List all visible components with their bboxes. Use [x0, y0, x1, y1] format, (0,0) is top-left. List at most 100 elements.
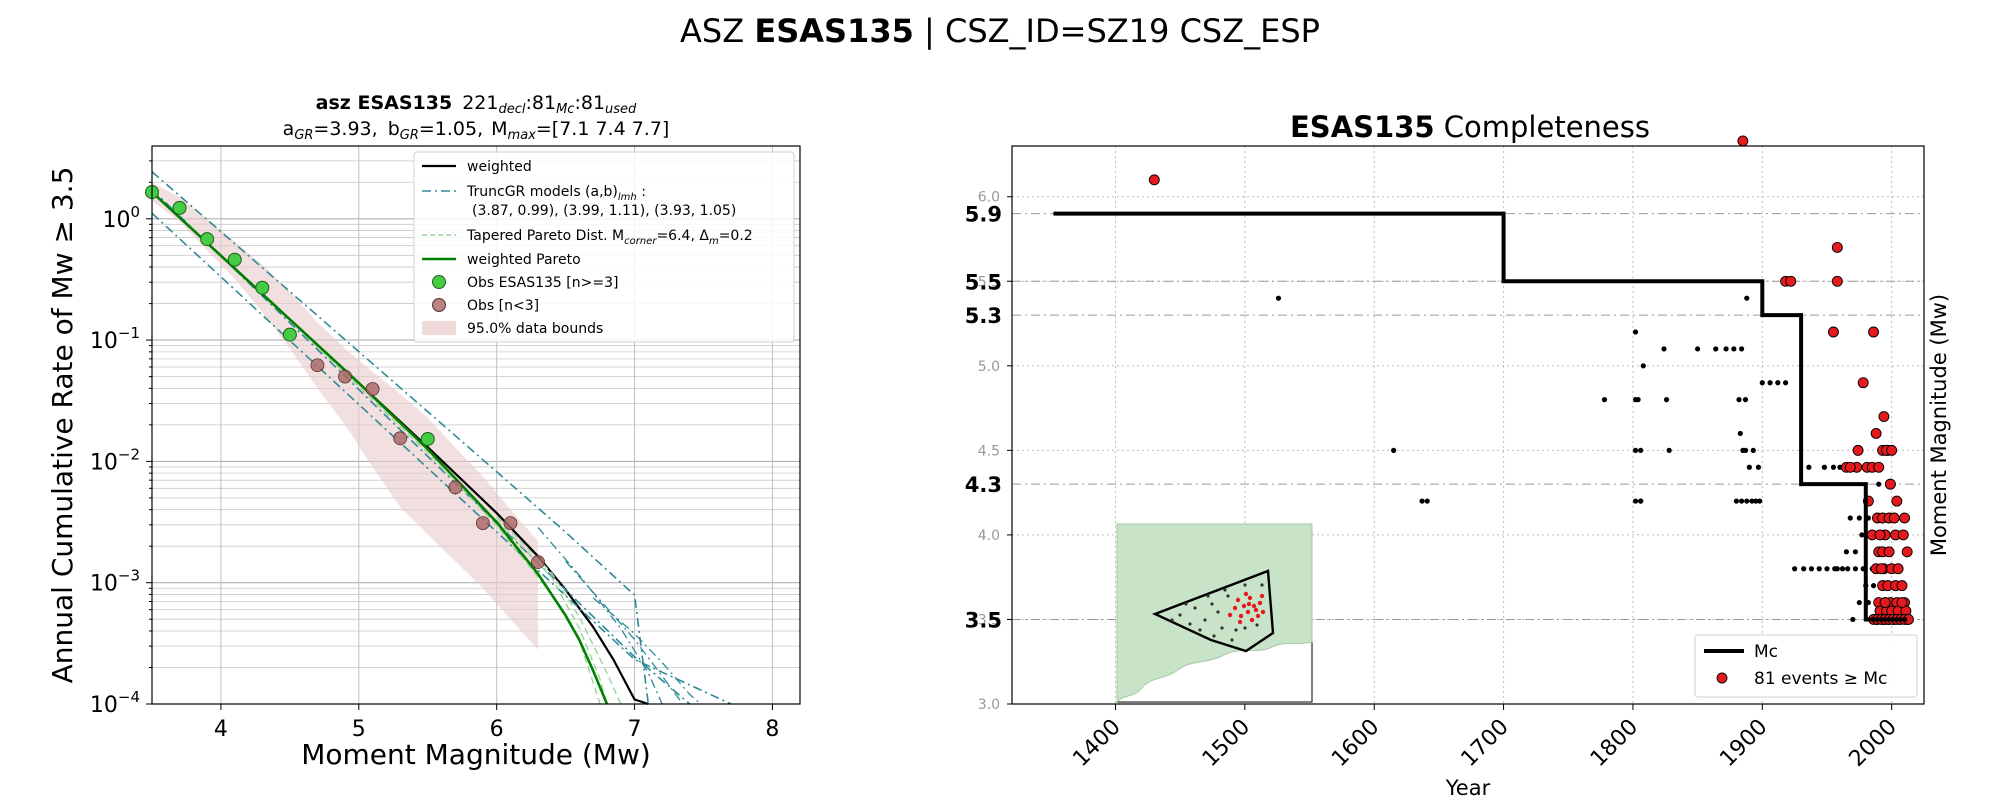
- catalog-event-dot: [1859, 532, 1865, 538]
- event-above-mc: [1785, 275, 1797, 287]
- left-ytick-label: 10−4: [90, 688, 140, 718]
- catalog-event-dot: [1852, 566, 1859, 572]
- catalog-event-dot: [1749, 498, 1755, 504]
- inset-catalog-dot: [1170, 618, 1174, 622]
- left-title-bold: asz ESAS135: [316, 92, 453, 114]
- inset-catalog-dot: [1223, 588, 1227, 592]
- catalog-event-dot: [1801, 566, 1807, 572]
- obs-used-point: [172, 200, 187, 215]
- left-title-used-sub: used: [605, 102, 637, 117]
- left-title-line2: aGR=3.93, bGR=1.05, Mmax=[7.1 7.4 7.7]: [283, 118, 670, 143]
- catalog-event-dot: [1845, 566, 1851, 572]
- left-ytick-label: 10−2: [90, 445, 140, 475]
- legend-label-truncgr-values: (3.87, 0.99), (3.99, 1.11), (3.93, 1.05): [472, 203, 736, 219]
- catalog-event-dot: [1638, 498, 1644, 504]
- inset-catalog-dot: [1198, 628, 1202, 632]
- catalog-event-dot: [1742, 397, 1749, 403]
- catalog-event-dot: [1638, 447, 1644, 453]
- obs-few-point: [310, 358, 325, 373]
- obs-few-point: [531, 555, 545, 569]
- event-above-mc: [1831, 275, 1843, 287]
- legend-label-tapered: Tapered Pareto Dist. Mcorner=6.4, Δm=0.2: [466, 228, 753, 247]
- event-above-mc: [1875, 563, 1887, 575]
- catalog-event-dot: [1850, 616, 1856, 623]
- inset-event-dot: [1260, 609, 1266, 615]
- left-xtick-label: 6: [490, 717, 504, 742]
- event-above-mc: [1896, 597, 1908, 608]
- catalog-event-dot: [1834, 566, 1840, 572]
- inset-catalog-dot: [1226, 594, 1230, 598]
- completeness-chart: ESAS135 Completeness 1400 1500 1600 1700 180…: [965, 110, 1951, 800]
- event-above-mc: [1879, 597, 1891, 608]
- catalog-event-dot: [1753, 498, 1759, 504]
- left-title-line1: asz ESAS135 221decl:81Mc:81used: [316, 92, 637, 117]
- right-plot-frame: [1011, 145, 1925, 705]
- catalog-event-dot: [1740, 447, 1746, 453]
- left-xtick-label: 7: [628, 717, 642, 742]
- inset-catalog-dot: [1193, 606, 1197, 610]
- event-above-mc: [1901, 546, 1913, 558]
- catalog-event-dot: [1746, 464, 1752, 470]
- event-above-mc: [1868, 326, 1879, 338]
- right-title-rest: Completeness: [1444, 110, 1650, 144]
- event-above-mc: [1831, 242, 1843, 253]
- series-truncgr: [537, 527, 663, 705]
- legend-label-weighted_pareto: weighted Pareto: [467, 252, 581, 268]
- right-ytick-label: 5.0: [978, 359, 1000, 375]
- obs-few-point: [365, 382, 380, 396]
- catalog-event-dot: [1635, 397, 1641, 403]
- left-xlabel: Moment Magnitude (Mw): [301, 738, 651, 771]
- right-title-bold: ESAS135: [1290, 110, 1435, 144]
- legend-swatch-events: [1716, 672, 1728, 684]
- catalog-event-dot: [1744, 498, 1750, 504]
- mc-level-label: 3.5: [965, 608, 1002, 632]
- right-ytick-label: 4.5: [978, 443, 1000, 459]
- left-ylabel: Annual Cumulative Rate of Mw ≥ 3.5: [46, 167, 79, 684]
- catalog-event-dot: [1640, 363, 1646, 369]
- left-title-decl-sub: decl: [498, 102, 525, 117]
- inset-event-dot: [1249, 617, 1255, 623]
- suptitle-prefix: ASZ: [680, 12, 744, 50]
- obs-few-point: [448, 480, 463, 495]
- catalog-event-dot: [1757, 498, 1763, 504]
- catalog-event-dot: [1424, 498, 1430, 504]
- right-ytick-label: 6.0: [978, 190, 1000, 206]
- left-title-mc-sub: Mc: [556, 102, 574, 117]
- inset-event-dot: [1245, 609, 1251, 615]
- obs-few-point: [503, 516, 518, 530]
- catalog-event-dot: [1733, 498, 1740, 504]
- catalog-event-dot: [1661, 346, 1667, 352]
- obs-few-point: [475, 516, 490, 530]
- inset-catalog-dot: [1255, 623, 1259, 627]
- catalog-event-dot: [1666, 447, 1672, 453]
- right-xtick-label: 1400: [1068, 715, 1125, 772]
- right-ylabel: Moment Magnitude (Mw): [1927, 294, 1951, 556]
- event-above-mc: [1873, 461, 1885, 473]
- right-xtick-label: 1800: [1586, 715, 1643, 772]
- left-xtick-label: 8: [765, 717, 779, 742]
- inset-catalog-dot: [1230, 638, 1234, 642]
- series-tapered: [496, 516, 622, 705]
- left-xtick-label: 5: [352, 717, 366, 742]
- inset-event-dot: [1251, 603, 1257, 609]
- inset-event-dot: [1238, 613, 1244, 619]
- catalog-event-dot: [1792, 566, 1798, 572]
- catalog-event-dot: [1824, 566, 1830, 572]
- event-above-mc: [1857, 377, 1869, 389]
- right-xtick-label: 1600: [1327, 715, 1384, 772]
- event-above-mc: [1896, 580, 1908, 592]
- event-above-mc: [1148, 174, 1160, 186]
- inset-catalog-dot: [1210, 602, 1214, 606]
- left-legend-box: [413, 151, 795, 343]
- catalog-event-dot: [1808, 566, 1815, 572]
- right-xtick-label: 1700: [1457, 715, 1514, 772]
- figure-suptitle: ASZ ESAS135 | CSZ_ID=SZ19 CSZ_ESP: [680, 12, 1320, 50]
- obs-used-point: [282, 327, 297, 342]
- inset-event-dot: [1232, 605, 1238, 611]
- catalog-event-dot: [1391, 447, 1397, 453]
- event-above-mc: [1844, 461, 1856, 473]
- mc-level-label: 4.3: [965, 473, 1002, 497]
- right-xtick-label: 1500: [1198, 715, 1255, 772]
- inset-event-dot: [1247, 595, 1253, 601]
- catalog-event-dot: [1744, 295, 1750, 301]
